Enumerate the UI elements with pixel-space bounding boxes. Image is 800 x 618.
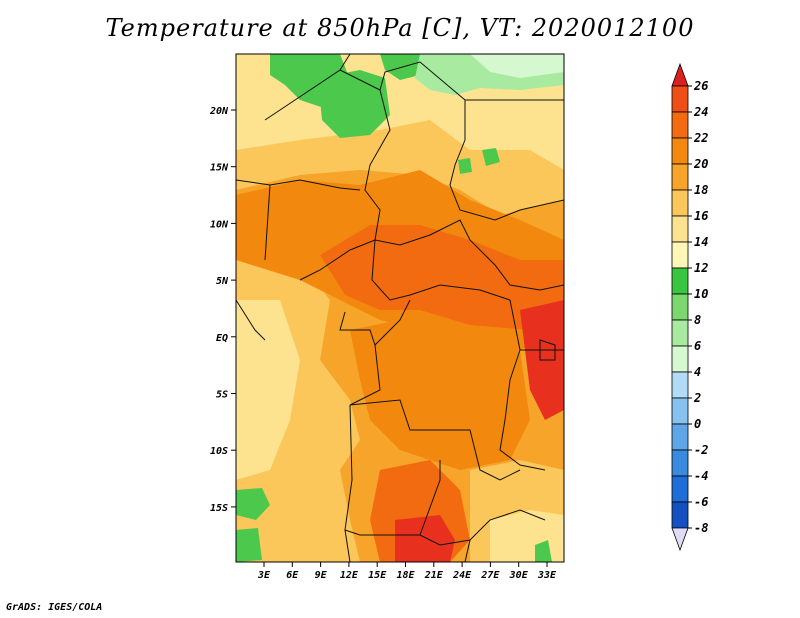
lon-tick-label: 30E: [509, 570, 529, 581]
lon-tick-label: 6E: [286, 570, 299, 581]
colorbar-label: 18: [694, 183, 708, 197]
colorbar-label: 26: [693, 79, 708, 93]
lat-tick-label: 15N: [210, 163, 229, 174]
latitude-axis: 20N 15N 10N 5N EQ 5S 10S 15S: [209, 106, 236, 514]
colorbar-label: 4: [694, 365, 701, 379]
chart-title: Temperature at 850hPa [C], VT: 202001210…: [105, 14, 695, 42]
colorbar-segment: [671, 163, 689, 191]
field-north-palegreen: [470, 54, 564, 78]
colorbar-segment: [671, 319, 689, 347]
lon-tick-label: 12E: [340, 570, 359, 581]
colorbar-segment: [671, 475, 689, 503]
lat-tick-label: 20N: [209, 106, 229, 117]
field-southeast-cool: [490, 510, 564, 562]
longitude-axis: 3E 6E 9E 12E 15E 18E 21E 24E 27E 30E 33E: [257, 562, 557, 581]
temperature-field: [236, 54, 564, 562]
colorbar-segment: [671, 137, 689, 165]
field-southeast-green: [535, 540, 552, 562]
colorbar-segment: [671, 293, 689, 321]
colorbar-label: -4: [694, 469, 708, 483]
colorbar-label: 16: [694, 209, 708, 223]
lon-tick-label: 9E: [315, 570, 328, 581]
country-borders: [236, 54, 564, 562]
colorbar-segment: [671, 241, 689, 269]
field-green-spot-1: [482, 148, 500, 166]
lat-tick-label: 15S: [210, 503, 228, 514]
colorbar-segment: [671, 111, 689, 139]
colorbar-label: 20: [693, 157, 708, 171]
lat-tick-label: EQ: [216, 333, 228, 344]
colorbar-label: 10: [694, 287, 708, 301]
colorbar-label: 14: [694, 235, 708, 249]
colorbar-segment: [671, 189, 689, 217]
lon-tick-label: 15E: [368, 570, 387, 581]
colorbar-label: 24: [693, 105, 708, 119]
colorbar-label: 8: [694, 313, 701, 327]
field-hotter-belt: [320, 225, 564, 330]
field-sahara-mild: [236, 120, 564, 215]
colorbar-segment: [671, 85, 689, 113]
lat-tick-label: 5S: [216, 390, 228, 401]
lon-tick-label: 24E: [452, 570, 472, 581]
field-green-spot-2: [458, 158, 472, 174]
lon-tick-label: 33E: [537, 570, 557, 581]
lon-tick-label: 3E: [257, 570, 271, 581]
lat-tick-label: 10N: [210, 219, 229, 230]
colorbar-segment: [671, 397, 689, 425]
credit-text: GrADS: IGES/COLA: [6, 602, 103, 613]
colorbar-segment: [671, 345, 689, 373]
field-congo: [350, 320, 530, 470]
field-south-hottest: [395, 515, 455, 562]
colorbar-segment: [671, 215, 689, 243]
colorbar-label: -8: [694, 521, 708, 535]
colorbar-label: -2: [694, 443, 708, 457]
colorbar-bottom-arrow: [671, 527, 689, 552]
colorbar-segment: [671, 371, 689, 399]
colorbar-segment: [671, 423, 689, 451]
colorbar-segment: [671, 449, 689, 477]
field-atlantic-cool: [236, 300, 300, 480]
lon-tick-label: 18E: [396, 570, 415, 581]
field-southwest-green-2: [236, 528, 262, 562]
field-southwest-green: [236, 488, 270, 520]
colorbar-label: 6: [694, 339, 701, 353]
lat-tick-label: 10S: [210, 446, 228, 457]
lon-tick-label: 27E: [480, 570, 500, 581]
colorbar-label: 12: [694, 261, 708, 275]
colorbar-segment: [671, 267, 689, 295]
field-north-green-center: [318, 70, 390, 138]
colorbar-label: 0: [694, 417, 701, 431]
field-north-green-east: [380, 54, 420, 80]
lon-tick-label: 21E: [424, 570, 444, 581]
map-frame: [235, 53, 565, 563]
colorbar-label: 2: [693, 391, 701, 405]
colorbar-segment: [671, 501, 689, 529]
lat-tick-label: 5N: [216, 276, 229, 287]
colorbar-top-arrow: [671, 62, 689, 87]
colorbar-label: -6: [694, 495, 708, 509]
colorbar-label: 22: [693, 131, 708, 145]
